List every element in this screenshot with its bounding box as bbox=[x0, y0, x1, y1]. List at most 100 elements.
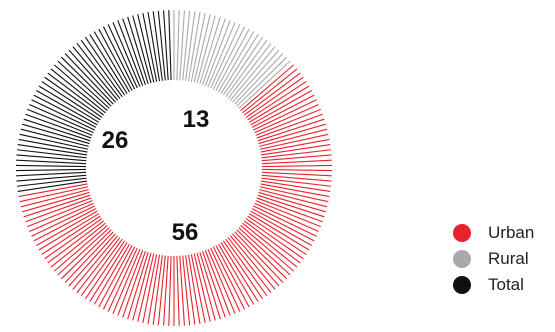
donut-line-urban bbox=[240, 64, 295, 111]
donut-line-urban bbox=[117, 250, 144, 316]
donut-line-urban bbox=[251, 208, 315, 242]
donut-line-total bbox=[20, 128, 89, 147]
legend-item-rural: Rural bbox=[453, 246, 534, 272]
donut-line-total bbox=[168, 10, 172, 81]
donut-line-urban bbox=[199, 251, 221, 320]
legend-swatch-urban bbox=[453, 224, 471, 242]
donut-line-total bbox=[147, 12, 161, 82]
donut-line-rural bbox=[215, 28, 250, 91]
donut-line-total bbox=[50, 68, 106, 114]
donut-line-urban bbox=[84, 240, 126, 300]
donut-line-urban bbox=[196, 252, 216, 321]
donut-line-total bbox=[19, 133, 89, 150]
donut-line-total bbox=[132, 15, 152, 84]
donut-line-urban bbox=[256, 113, 323, 139]
donut-line-urban bbox=[38, 213, 100, 251]
donut-line-rural bbox=[179, 10, 185, 81]
donut-line-urban bbox=[260, 180, 331, 192]
donut-line-urban bbox=[232, 233, 280, 287]
donut-line-urban bbox=[47, 220, 105, 264]
donut-line-urban bbox=[261, 171, 332, 177]
donut-line-total bbox=[163, 10, 169, 81]
donut-line-urban bbox=[102, 246, 136, 310]
legend-label-urban: Urban bbox=[488, 223, 535, 242]
donut-line-total bbox=[16, 154, 87, 162]
donut-line-total bbox=[18, 138, 88, 153]
donut-line-urban bbox=[202, 251, 226, 318]
donut-line-rural bbox=[222, 36, 264, 96]
donut-line-urban bbox=[251, 94, 315, 128]
donut-line-rural bbox=[185, 11, 196, 81]
value-label-total: 26 bbox=[102, 127, 129, 154]
legend: Urban Rural Total bbox=[453, 220, 534, 298]
donut-line-urban bbox=[220, 242, 259, 302]
donut-line-total bbox=[17, 180, 88, 192]
donut-line-urban bbox=[217, 243, 255, 305]
donut-line-total bbox=[89, 34, 128, 94]
donut-line-total bbox=[36, 90, 98, 126]
donut-line-rural bbox=[190, 12, 206, 82]
donut-line-urban bbox=[207, 248, 236, 314]
donut-line-total bbox=[93, 31, 131, 93]
donut-line-total bbox=[127, 16, 149, 85]
donut-line-urban bbox=[204, 250, 231, 316]
donut-line-urban bbox=[248, 213, 310, 251]
donut-line-total bbox=[29, 104, 94, 134]
donut-line-urban bbox=[22, 191, 90, 213]
donut-line-total bbox=[137, 14, 155, 83]
donut-line-rural bbox=[220, 34, 259, 94]
donut-line-urban bbox=[258, 123, 326, 145]
donut-line-urban bbox=[132, 252, 152, 321]
donut-line-rural bbox=[196, 15, 216, 84]
donut-line-urban bbox=[259, 133, 329, 150]
donut-line-total bbox=[117, 20, 144, 86]
donut-line-urban bbox=[185, 255, 196, 325]
donut-line-urban bbox=[258, 191, 326, 213]
donut-line-total bbox=[53, 64, 108, 111]
donut-line-total bbox=[16, 174, 87, 182]
donut-line-urban bbox=[36, 210, 98, 246]
donut-line-rural bbox=[207, 22, 236, 88]
donut-line-urban bbox=[147, 254, 161, 324]
legend-item-total: Total bbox=[453, 272, 534, 298]
donut-line-total bbox=[33, 94, 97, 128]
donut-line-urban bbox=[261, 149, 332, 159]
donut-line-total bbox=[27, 108, 93, 136]
donut-line-rural bbox=[210, 24, 241, 89]
donut-line-total bbox=[142, 12, 158, 82]
donut-line-urban bbox=[261, 168, 332, 172]
donut-line-rural bbox=[227, 42, 272, 99]
donut-line-total bbox=[68, 49, 116, 103]
donut-line-urban bbox=[25, 197, 92, 223]
donut-line-total bbox=[16, 164, 87, 168]
donut-line-urban bbox=[60, 229, 112, 280]
donut-line-urban bbox=[44, 218, 103, 260]
donut-line-rural bbox=[229, 46, 276, 101]
donut-line-urban bbox=[142, 254, 158, 324]
donut-line-total bbox=[84, 36, 126, 96]
donut-line-rural bbox=[212, 26, 246, 90]
donut-line-rural bbox=[176, 10, 180, 81]
donut-line-urban bbox=[212, 246, 246, 310]
donut-line-total bbox=[16, 168, 87, 172]
donut-line-urban bbox=[107, 247, 138, 312]
donut-line-urban bbox=[257, 118, 325, 142]
donut-line-urban bbox=[255, 200, 321, 228]
donut-line-urban bbox=[259, 186, 329, 203]
value-label-urban: 56 bbox=[172, 219, 199, 246]
donut-line-urban bbox=[234, 231, 284, 283]
donut-line-urban bbox=[29, 202, 94, 232]
donut-line-urban bbox=[261, 164, 332, 168]
donut-line-urban bbox=[225, 238, 268, 297]
donut-lines bbox=[16, 10, 332, 326]
donut-line-rural bbox=[182, 10, 191, 81]
donut-line-urban bbox=[33, 208, 97, 242]
donut-line-urban bbox=[248, 85, 310, 123]
donut-line-total bbox=[122, 18, 146, 85]
donut-line-urban bbox=[68, 233, 116, 287]
donut-line-urban bbox=[187, 254, 201, 324]
donut-line-urban bbox=[93, 243, 131, 305]
donut-line-total bbox=[57, 60, 110, 109]
donut-line-total bbox=[31, 99, 95, 131]
donut-line-urban bbox=[215, 245, 250, 308]
